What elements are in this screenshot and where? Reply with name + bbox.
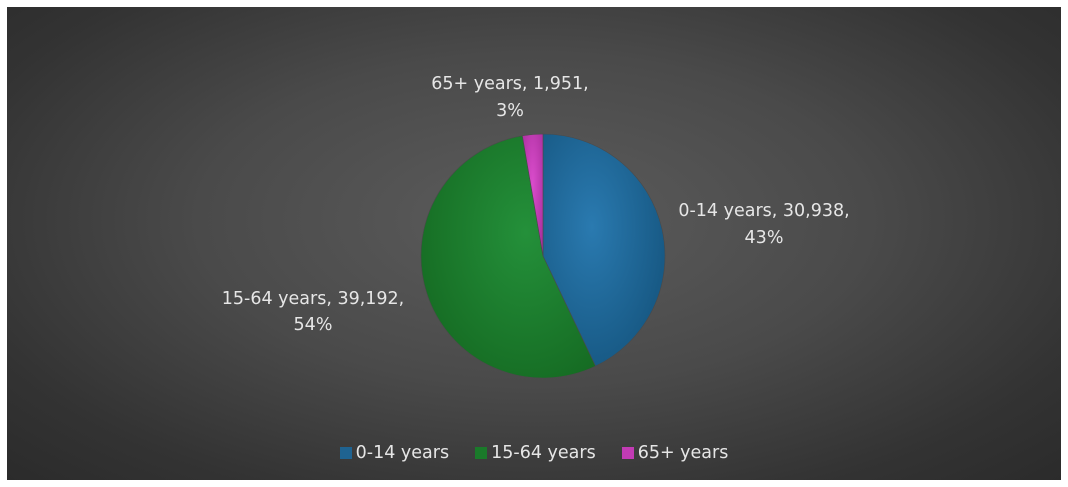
data-label-65plus-line2: 3% [496, 101, 524, 121]
legend-swatch-15-64 [475, 447, 488, 459]
legend-entry-65plus[interactable]: 65+ years [621, 443, 729, 463]
legend-swatch-0-14 [339, 447, 352, 459]
data-label-0-14: 0-14 years, 30,938, 43% [678, 201, 849, 248]
chart-area: 0-14 years, 30,938, 43% 15-64 years, 39,… [7, 7, 1061, 480]
pie-chart: 0-14 years, 30,938, 43% 15-64 years, 39,… [222, 74, 850, 379]
data-label-65plus-line1: 65+ years, 1,951, [431, 74, 588, 94]
data-label-0-14-line2: 43% [745, 228, 784, 248]
data-label-15-64: 15-64 years, 39,192, 54% [222, 289, 405, 335]
pie-slice-65plus[interactable] [522, 133, 544, 257]
legend-label-0-14: 0-14 years [355, 443, 450, 463]
pie-slice-0-14[interactable] [542, 133, 666, 367]
legend-entry-0-14[interactable]: 0-14 years [339, 443, 450, 463]
data-label-15-64-line2: 54% [294, 315, 333, 335]
legend-entry-15-64[interactable]: 15-64 years [475, 443, 596, 463]
pie-slice-15-64[interactable] [420, 135, 596, 379]
legend-swatch-65plus [621, 447, 634, 459]
data-label-65plus: 65+ years, 1,951, 3% [431, 74, 588, 121]
legend-label-65plus: 65+ years [637, 443, 729, 463]
legend: 0-14 years 15-64 years 65+ years [7, 440, 1061, 466]
legend-label-15-64: 15-64 years [491, 443, 596, 463]
pie-slices [420, 133, 666, 379]
data-label-0-14-line1: 0-14 years, 30,938, [678, 201, 849, 221]
data-label-15-64-line1: 15-64 years, 39,192, [222, 289, 405, 309]
